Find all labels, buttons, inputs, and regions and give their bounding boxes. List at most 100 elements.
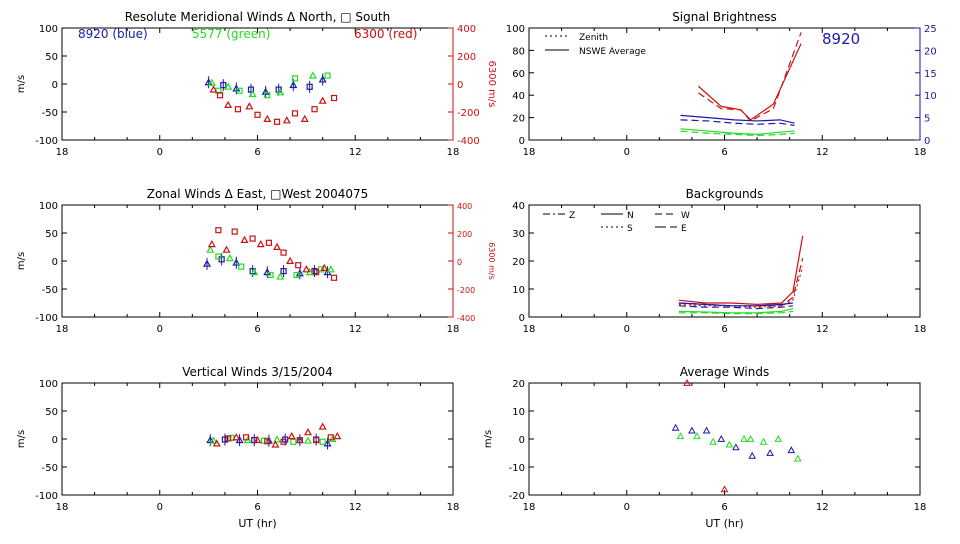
data-point (766, 448, 774, 456)
annotation-label: 8920 (blue) (78, 27, 148, 41)
right-axis-label: 6300 m/s (487, 242, 496, 280)
data-point (215, 253, 222, 260)
data-point (291, 110, 299, 117)
data-point (263, 114, 272, 123)
y-tick-label: 100 (506, 24, 525, 35)
data-point (273, 435, 282, 443)
data-point (265, 239, 273, 246)
right-y-tick-label: 200 (457, 230, 472, 239)
right-y-tick-label: 400 (457, 202, 472, 211)
x-tick-label: 0 (624, 502, 630, 513)
x-tick-label: 12 (816, 502, 829, 513)
y-tick-label: 100 (39, 201, 58, 212)
y-axis-label: m/s (16, 75, 27, 93)
data-point (273, 242, 282, 250)
chart-title: Average Winds (680, 365, 770, 379)
chart-panel-1: Resolute Meridional Winds Δ North, □ Sou… (16, 10, 497, 158)
x-tick-label: 12 (816, 324, 829, 335)
data-point (326, 265, 335, 273)
data-point (683, 378, 691, 386)
data-point (793, 454, 802, 462)
x-tick-label: 18 (523, 147, 536, 158)
y-tick-label: 50 (45, 229, 58, 240)
data-point (324, 72, 331, 79)
y-axis-label: m/s (483, 430, 494, 448)
data-point (250, 267, 259, 276)
data-point (207, 239, 216, 248)
y-tick-label: 100 (39, 379, 58, 390)
data-point (740, 434, 748, 442)
chart-title: Vertical Winds 3/15/2004 (182, 365, 333, 379)
right-y-tick-label: -400 (457, 136, 480, 147)
y-tick-label: -50 (42, 463, 58, 474)
plot-frame (528, 204, 921, 318)
data-point (206, 245, 215, 253)
series-line (678, 266, 804, 308)
data-point (280, 249, 287, 256)
annotation-label: 5577 (green) (192, 27, 270, 41)
data-point (240, 235, 249, 243)
x-tick-label: 18 (56, 502, 69, 513)
right-y-tick-label: 5 (924, 114, 930, 125)
data-point (280, 438, 287, 445)
data-point (271, 440, 280, 448)
right-y-tick-label: 0 (457, 258, 462, 267)
x-tick-label: 6 (254, 324, 260, 335)
legend-label: E (681, 224, 687, 234)
y-tick-label: -100 (35, 136, 58, 147)
y-tick-label: 50 (45, 52, 58, 63)
data-point (253, 435, 262, 444)
x-tick-label: 18 (523, 324, 536, 335)
legend-label: NSWE Average (579, 47, 646, 57)
right-y-tick-label: 0 (457, 80, 463, 91)
y-tick-label: 0 (52, 257, 58, 268)
series-line (678, 310, 793, 315)
x-axis-label: UT (hr) (238, 517, 276, 530)
data-point (308, 71, 317, 79)
data-point (300, 114, 309, 123)
data-point (671, 423, 680, 431)
data-point (311, 106, 318, 113)
data-point (256, 239, 265, 248)
chart-title: Zonal Winds Δ East, □West 2004075 (147, 187, 369, 201)
series-line (680, 128, 795, 136)
data-point (303, 428, 313, 436)
data-point (287, 431, 296, 440)
x-tick-label: 18 (447, 324, 460, 335)
right-y-tick-label: -200 (457, 286, 475, 295)
y-tick-label: 30 (512, 229, 525, 240)
data-point (302, 265, 311, 273)
y-tick-label: 0 (519, 313, 525, 324)
data-point (286, 256, 295, 264)
y-tick-label: 0 (519, 136, 525, 147)
series-line (678, 308, 794, 314)
data-point (282, 116, 291, 124)
y-tick-label: 80 (512, 46, 525, 57)
data-point (709, 437, 717, 445)
x-tick-label: 0 (157, 147, 163, 158)
right-y-tick-label: 15 (924, 69, 937, 80)
data-point (224, 100, 233, 109)
data-point (320, 263, 329, 271)
series-line (678, 235, 804, 306)
data-point (254, 111, 261, 118)
y-tick-label: 60 (512, 69, 525, 80)
right-axis-label: 6300 m/s (486, 61, 497, 108)
data-point (276, 272, 285, 280)
x-tick-label: 12 (349, 147, 362, 158)
legend-label: W (681, 211, 690, 221)
data-point (232, 433, 241, 441)
data-point (732, 443, 740, 451)
chart-panel-3: Zonal Winds Δ East, □West 2004075 18 0 6 12 1… (16, 187, 496, 335)
x-tick-label: 18 (56, 147, 69, 158)
x-axis-label: UT (hr) (705, 517, 743, 530)
plot-frame (528, 27, 921, 141)
series-line (678, 305, 793, 310)
series-line (698, 43, 802, 121)
y-tick-label: -50 (42, 285, 58, 296)
legend-label: S (627, 224, 633, 234)
data-point (267, 271, 274, 279)
right-y-tick-label: 0 (924, 136, 930, 147)
